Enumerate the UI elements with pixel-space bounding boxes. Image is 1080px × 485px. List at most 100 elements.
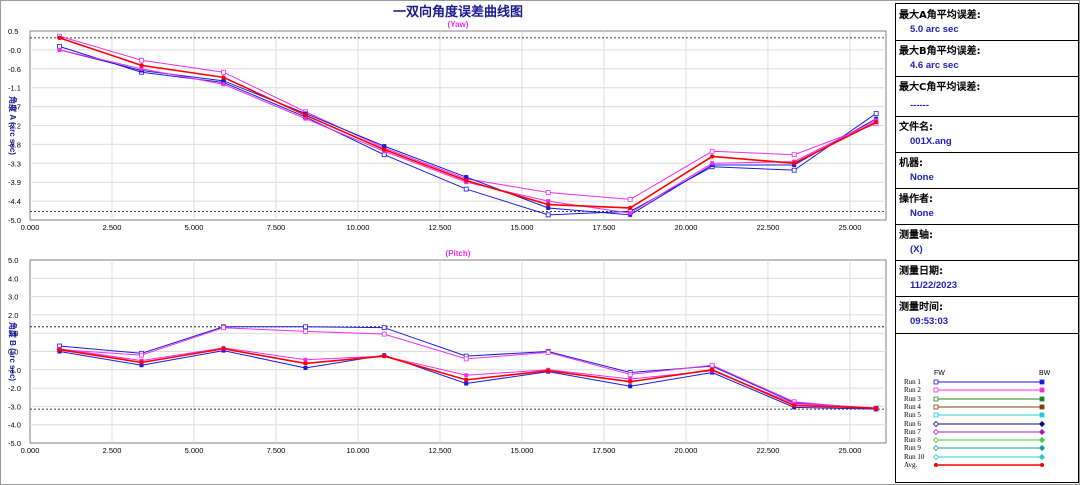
- pitch-y-tick-label: 2.0: [8, 311, 18, 320]
- legend-fw-marker: [932, 445, 940, 452]
- machine-label: 机器:: [899, 158, 923, 169]
- legend-row-swatch: [933, 387, 1045, 393]
- legend-fw-marker: [932, 428, 940, 435]
- pitch-bw-point: [303, 365, 308, 370]
- operator-label: 操作者:: [899, 194, 933, 205]
- yaw-chart: (Yaw) 0.000 2.500 5.000 7.500 10.000 12.500 15.…: [8, 20, 887, 232]
- pitch-avg-point: [545, 368, 551, 373]
- legend-row: Run 3: [896, 395, 1078, 403]
- pitch-y-tick-label: -5.0: [8, 439, 21, 448]
- yaw-bw-point: [382, 144, 387, 149]
- yaw-y-tick-label: -2.8: [8, 140, 21, 149]
- yaw-x-tick-label: 25.000: [838, 223, 861, 232]
- file-section: 文件名: 001X.ang: [896, 116, 1078, 153]
- legend-bw-marker: [1039, 404, 1045, 410]
- yaw-fw-point: [463, 186, 469, 192]
- info-panel: 最大A角平均误差: 5.0 arc sec 最大B角平均误差: 4.6 arc …: [895, 3, 1079, 483]
- pitch-y-tick-label: 1.0: [8, 329, 18, 338]
- legend-row: Run 8: [896, 436, 1078, 444]
- yaw-fw-point: [627, 196, 633, 202]
- legend-row-swatch: [932, 453, 1046, 460]
- yaw-avg-point: [463, 178, 469, 183]
- pitch-fw-point: [221, 325, 226, 331]
- axis-label: 测量轴:: [899, 230, 933, 241]
- pitch-x-tick-label: 15.000: [510, 446, 533, 455]
- legend-bw-marker: [1038, 445, 1046, 452]
- pitch-chart: (Pitch) 0.000 2.500 5.000 7.500 10.000 12.500 1…: [8, 249, 887, 455]
- pitch-fw-point: [381, 325, 387, 331]
- legend-bw-marker: [1038, 453, 1046, 460]
- yaw-y-tick-label: -0.6: [8, 65, 21, 74]
- max-c-section: 最大C角平均误差: ------: [896, 76, 1078, 117]
- legend-fw-header: FW: [934, 370, 945, 377]
- yaw-fw-point: [873, 111, 879, 116]
- file-label: 文件名:: [899, 122, 933, 133]
- max-b-section: 最大B角平均误差: 4.6 arc sec: [896, 40, 1078, 77]
- pitch-avg-point: [627, 379, 633, 384]
- legend-row-label: Run 6: [904, 419, 921, 428]
- yaw-bw-point: [710, 161, 715, 166]
- yaw-bw-point: [546, 205, 551, 210]
- legend-bw-marker: [1039, 412, 1045, 418]
- legend-row-label: Run 1: [904, 378, 921, 386]
- max-c-label: 最大C角平均误差:: [899, 82, 981, 93]
- max-a-label: 最大A角平均误差:: [899, 10, 981, 21]
- yaw-y-axis-label: 角度 A (arc sec): [8, 96, 18, 155]
- pitch-avg-point: [463, 377, 469, 383]
- yaw-fw-point: [381, 152, 387, 158]
- yaw-subtitle: (Yaw): [448, 20, 469, 29]
- legend-row-label: Avg.: [904, 461, 918, 469]
- time-value: 09:53:03: [910, 316, 949, 327]
- date-section: 测量日期: 11/22/2023: [896, 260, 1078, 297]
- legend-bw-marker: [1039, 387, 1045, 393]
- yaw-fw-point: [709, 148, 715, 154]
- legend-bw-marker: [1038, 420, 1046, 427]
- chart-title: 一双向角度误差曲线图: [393, 4, 523, 20]
- legend-row-label: Run 2: [904, 386, 921, 395]
- max-b-value: 4.6 arc sec: [910, 60, 959, 71]
- yaw-fw-point: [57, 44, 62, 49]
- pitch-avg-point: [221, 346, 226, 351]
- legend-row-label: Run 5: [904, 411, 921, 420]
- pitch-bw-point: [628, 384, 633, 389]
- pitch-fw-point: [139, 352, 144, 358]
- operator-value: None: [910, 208, 934, 219]
- legend-row-swatch: [932, 437, 1046, 444]
- yaw-avg-point: [221, 75, 226, 80]
- pitch-avg-point: [139, 360, 144, 365]
- legend-fw-marker: [932, 420, 940, 427]
- time-section: 测量时间: 09:53:03: [896, 296, 1078, 334]
- yaw-x-tick-label: 12.500: [428, 223, 451, 232]
- pitch-bw-point: [464, 373, 469, 378]
- pitch-y-axis-label: 角度 B (arc sec): [8, 322, 18, 381]
- legend-row-swatch: [934, 463, 1044, 467]
- operator-section: 操作者: None: [896, 188, 1078, 225]
- legend-row: Avg.: [896, 461, 1078, 469]
- yaw-bw-point: [628, 211, 633, 216]
- yaw-fw-point: [791, 152, 797, 158]
- legend-row-swatch: [932, 420, 1046, 427]
- pitch-subtitle: (Pitch): [446, 249, 471, 258]
- axis-section: 测量轴: (X): [896, 224, 1078, 261]
- yaw-avg-point: [545, 202, 551, 207]
- pitch-y-tick-label: 4.0: [8, 274, 18, 283]
- pitch-x-tick-label: 17.500: [592, 446, 615, 455]
- yaw-bw-point: [221, 78, 226, 83]
- legend-row: Run 5: [896, 411, 1078, 419]
- legend-row: Run 1: [896, 378, 1078, 386]
- legend-row: Run 10: [896, 453, 1078, 461]
- yaw-y-tick-label: -2.2: [8, 122, 21, 131]
- legend-row-swatch: [933, 379, 1045, 385]
- yaw-x-tick-label: 10.000: [346, 223, 369, 232]
- pitch-y-tick-label: -4.0: [8, 421, 21, 430]
- time-label: 测量时间:: [899, 302, 943, 313]
- pitch-x-tick-label: 12.500: [428, 446, 451, 455]
- yaw-fw-point: [139, 57, 144, 63]
- pitch-y-tick-label: -1.0: [8, 366, 21, 375]
- yaw-bw-point: [303, 116, 308, 121]
- pitch-fw-point: [303, 328, 308, 334]
- legend-bw-marker: [1038, 428, 1046, 435]
- pitch-avg-point: [303, 361, 308, 366]
- legend-bw-marker: [1039, 396, 1045, 401]
- pitch-fw-point: [709, 362, 715, 368]
